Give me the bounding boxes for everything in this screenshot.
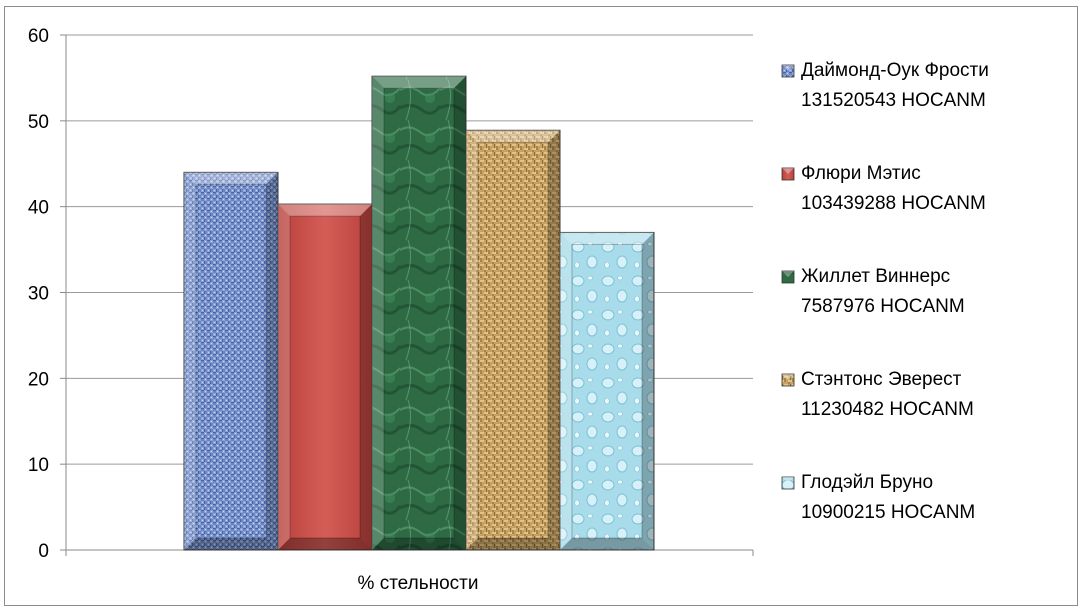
bar-2 <box>277 203 373 551</box>
bar-bevel-left <box>466 130 478 550</box>
legend-item-1: Даймонд-Оук Фрости 131520543 HOCANM <box>781 60 989 111</box>
legend-item-4: Стэнтонс Эверест 11230482 HOCANM <box>781 369 974 420</box>
bar-body <box>371 75 467 551</box>
bar-bevel-right <box>642 232 654 550</box>
bar-bevel-right <box>360 204 372 550</box>
y-tick-label: 20 <box>28 369 49 390</box>
legend-label: Даймонд-Оук Фрости 131520543 HOCANM <box>801 60 989 111</box>
bar-body <box>465 129 561 551</box>
legend-item-5: Глодэйл Бруно 10900215 HOCANM <box>781 472 975 523</box>
legend: Даймонд-Оук Фрости 131520543 HOCANM Флюри … <box>781 60 989 523</box>
legend-label-line: 10900215 HOCANM <box>801 502 975 523</box>
legend-label-line: 11230482 HOCANM <box>801 399 974 420</box>
legend-swatch-bevel <box>782 477 794 483</box>
legend-label-line: Даймонд-Оук Фрости <box>801 60 989 81</box>
legend-label: Жиллет Виннерс 7587976 HOCANM <box>801 266 965 317</box>
legend-swatch-bevel <box>782 271 794 277</box>
bars <box>183 75 655 551</box>
bar-3 <box>371 75 467 551</box>
bar-bevel-left <box>560 232 572 550</box>
bar-bevel-top <box>560 232 654 245</box>
legend-label: Глодэйл Бруно 10900215 HOCANM <box>801 472 975 523</box>
bar-inner-edge <box>477 141 549 539</box>
bar-bevel-top <box>466 130 560 143</box>
bar-bevel-bottom <box>466 538 560 550</box>
y-tick-label: 60 <box>28 26 49 47</box>
legend-swatch <box>781 476 795 490</box>
bar-bevel-top <box>278 204 372 217</box>
bar-inner-edge <box>571 243 643 539</box>
y-tick-label: 0 <box>38 541 49 562</box>
legend-swatch-bevel <box>782 65 794 71</box>
y-tick-label: 40 <box>28 198 49 219</box>
legend-swatch <box>781 167 795 181</box>
bar-bevel-right <box>454 76 466 550</box>
y-tick-label: 10 <box>28 455 49 476</box>
bar-bevel-left <box>184 172 196 551</box>
legend-swatch <box>781 373 795 387</box>
legend-swatch-bevel <box>782 374 794 380</box>
legend-label-line: Глодэйл Бруно <box>801 472 933 493</box>
bar-1 <box>183 171 279 551</box>
legend-item-3: Жиллет Виннерс 7587976 HOCANM <box>781 266 965 317</box>
legend-label-line: 103439288 HOCANM <box>801 193 986 214</box>
bar-bevel-bottom <box>278 538 372 550</box>
y-tick-label: 50 <box>28 112 49 133</box>
bar-5 <box>559 231 655 551</box>
bar-body <box>183 171 279 551</box>
bar-inner-edge <box>195 183 267 539</box>
bar-bevel-left <box>278 204 290 550</box>
y-tick-label: 30 <box>28 284 49 305</box>
legend-label-line: Флюри Мэтис <box>801 163 921 184</box>
bar-4 <box>465 129 561 551</box>
bar-body <box>559 231 655 551</box>
bar-bevel-bottom <box>560 538 654 550</box>
legend-swatch-bevel <box>782 168 794 174</box>
legend-label: Флюри Мэтис 103439288 HOCANM <box>801 163 986 214</box>
bar-inner-edge <box>383 87 455 539</box>
legend-item-2: Флюри Мэтис 103439288 HOCANM <box>781 163 986 214</box>
bar-bevel-top <box>184 172 278 185</box>
bar-bevel-left <box>372 76 384 550</box>
bar-bevel-bottom <box>372 538 466 550</box>
bar-bevel-bottom <box>184 538 278 550</box>
legend-label-line: 131520543 HOCANM <box>801 90 986 111</box>
legend-label-line: Жиллет Виннерс <box>801 266 950 287</box>
legend-label: Стэнтонс Эверест 11230482 HOCANM <box>801 369 974 420</box>
legend-swatch <box>781 270 795 284</box>
bar-inner-edge <box>289 215 361 539</box>
x-axis-label: % стельности <box>358 573 479 594</box>
legend-swatch <box>781 64 795 78</box>
bar-body <box>277 203 373 551</box>
legend-label-line: Стэнтонс Эверест <box>801 369 962 390</box>
bar-bevel-right <box>266 172 278 551</box>
bar-bevel-right <box>548 130 560 550</box>
legend-label-line: 7587976 HOCANM <box>801 296 965 317</box>
bar-bevel-top <box>372 76 466 89</box>
